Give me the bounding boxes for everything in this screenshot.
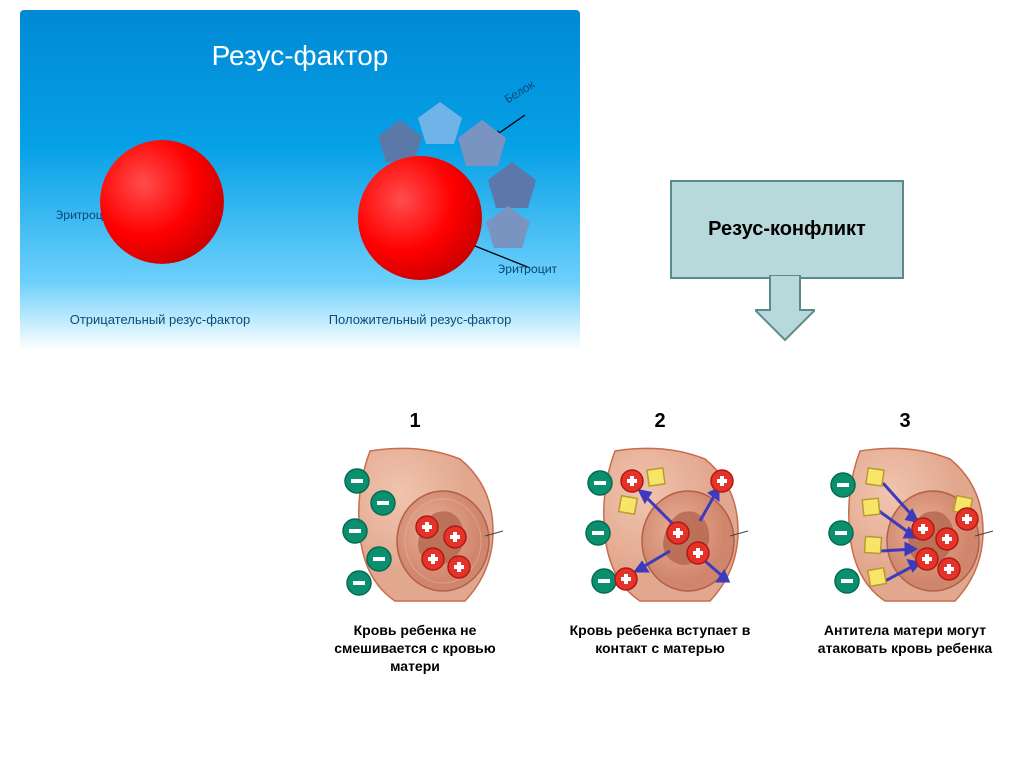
callout-text: Резус-конфликт <box>708 218 866 241</box>
callout-box: Резус-конфликт <box>670 180 904 279</box>
stage-3: 3 <box>800 410 1010 676</box>
panel-title: Резус-фактор <box>20 40 580 72</box>
stage-1: 1 <box>310 410 520 676</box>
stage-2-illustration <box>570 441 750 606</box>
stage-1-num: 1 <box>310 410 520 433</box>
caption-negative: Отрицательный резус-фактор <box>60 312 260 327</box>
stage-2-num: 2 <box>555 410 765 433</box>
stage-1-illustration <box>325 441 505 606</box>
rh-factor-panel: Резус-фактор <box>20 10 580 350</box>
stage-3-num: 3 <box>800 410 1010 433</box>
stage-3-caption: Антитела матери могут атаковать кровь ре… <box>800 621 1010 657</box>
rbc-positive <box>358 156 482 280</box>
stage-3-illustration <box>815 441 995 606</box>
stage-2-caption: Кровь ребенка вступает в контакт с матер… <box>555 621 765 657</box>
stage-2: 2 <box>555 410 765 676</box>
caption-positive: Положительный резус-фактор <box>310 312 530 327</box>
stages-row: 1 <box>310 410 1010 676</box>
stage-1-caption: Кровь ребенка не смешивается с кровью ма… <box>310 621 520 676</box>
rbc-positive-group <box>300 88 560 308</box>
rbc-negative <box>100 140 224 264</box>
callout-arrow-icon <box>755 275 815 345</box>
